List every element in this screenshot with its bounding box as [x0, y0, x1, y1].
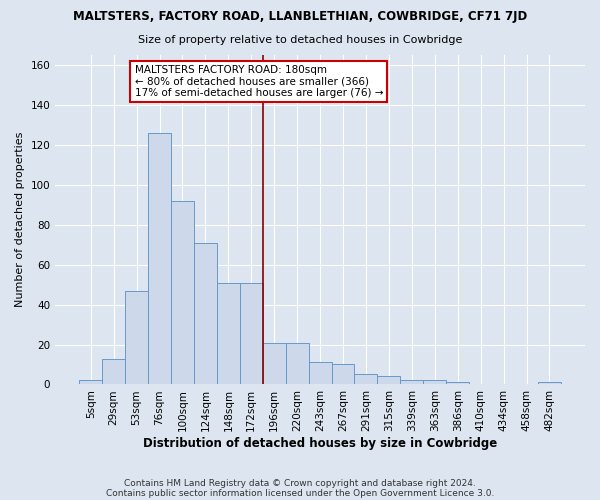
Bar	[332, 364, 355, 384]
Text: MALTSTERS, FACTORY ROAD, LLANBLETHIAN, COWBRIDGE, CF71 7JD: MALTSTERS, FACTORY ROAD, LLANBLETHIAN, C…	[73, 10, 527, 23]
Text: Size of property relative to detached houses in Cowbridge: Size of property relative to detached ho…	[138, 35, 462, 45]
Bar	[240, 282, 263, 384]
Bar	[308, 362, 332, 384]
Text: MALTSTERS FACTORY ROAD: 180sqm
← 80% of detached houses are smaller (366)
17% of: MALTSTERS FACTORY ROAD: 180sqm ← 80% of …	[134, 65, 383, 98]
Bar	[263, 342, 286, 384]
Bar	[79, 380, 102, 384]
Bar	[446, 382, 469, 384]
Bar	[377, 376, 400, 384]
X-axis label: Distribution of detached houses by size in Cowbridge: Distribution of detached houses by size …	[143, 437, 497, 450]
Bar	[148, 133, 171, 384]
Y-axis label: Number of detached properties: Number of detached properties	[15, 132, 25, 308]
Text: Contains public sector information licensed under the Open Government Licence 3.: Contains public sector information licen…	[106, 488, 494, 498]
Bar	[400, 380, 423, 384]
Bar	[217, 282, 240, 384]
Text: Contains HM Land Registry data © Crown copyright and database right 2024.: Contains HM Land Registry data © Crown c…	[124, 478, 476, 488]
Bar	[538, 382, 561, 384]
Bar	[355, 374, 377, 384]
Bar	[423, 380, 446, 384]
Bar	[286, 342, 308, 384]
Bar	[171, 201, 194, 384]
Bar	[125, 290, 148, 384]
Bar	[102, 358, 125, 384]
Bar	[194, 242, 217, 384]
